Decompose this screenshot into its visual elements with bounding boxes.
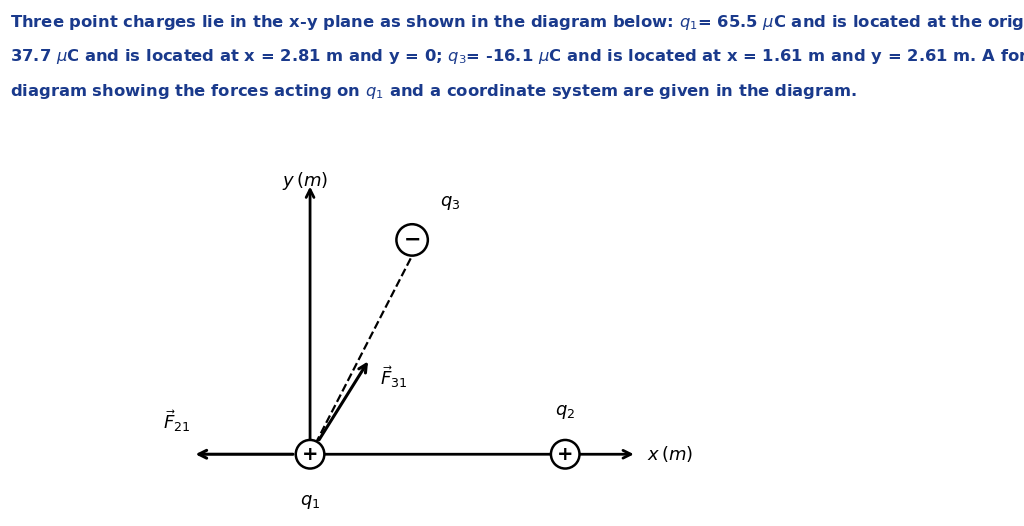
Text: −: − (403, 230, 421, 250)
Text: $q_2$: $q_2$ (555, 403, 575, 421)
Text: $q_1$: $q_1$ (300, 492, 321, 511)
Circle shape (396, 224, 428, 256)
Text: 37.7 $\mu$C and is located at x = 2.81 m and y = 0; $q_3$= -16.1 $\mu$C and is l: 37.7 $\mu$C and is located at x = 2.81 m… (10, 47, 1024, 66)
Text: $q_3$: $q_3$ (440, 194, 461, 212)
Text: $x\,(m)$: $x\,(m)$ (647, 444, 693, 464)
Text: +: + (557, 445, 573, 464)
Circle shape (296, 440, 325, 469)
Circle shape (551, 440, 580, 469)
Text: Three point charges lie in the x-y plane as shown in the diagram below: $q_1$= 6: Three point charges lie in the x-y plane… (10, 13, 1024, 32)
Text: diagram showing the forces acting on $q_1$ and a coordinate system are given in : diagram showing the forces acting on $q_… (10, 82, 858, 100)
Text: +: + (302, 445, 318, 464)
Text: $y\,(m)$: $y\,(m)$ (282, 170, 328, 192)
Text: $\vec{F}_{31}$: $\vec{F}_{31}$ (380, 364, 408, 390)
Text: $\vec{F}_{21}$: $\vec{F}_{21}$ (163, 408, 190, 434)
